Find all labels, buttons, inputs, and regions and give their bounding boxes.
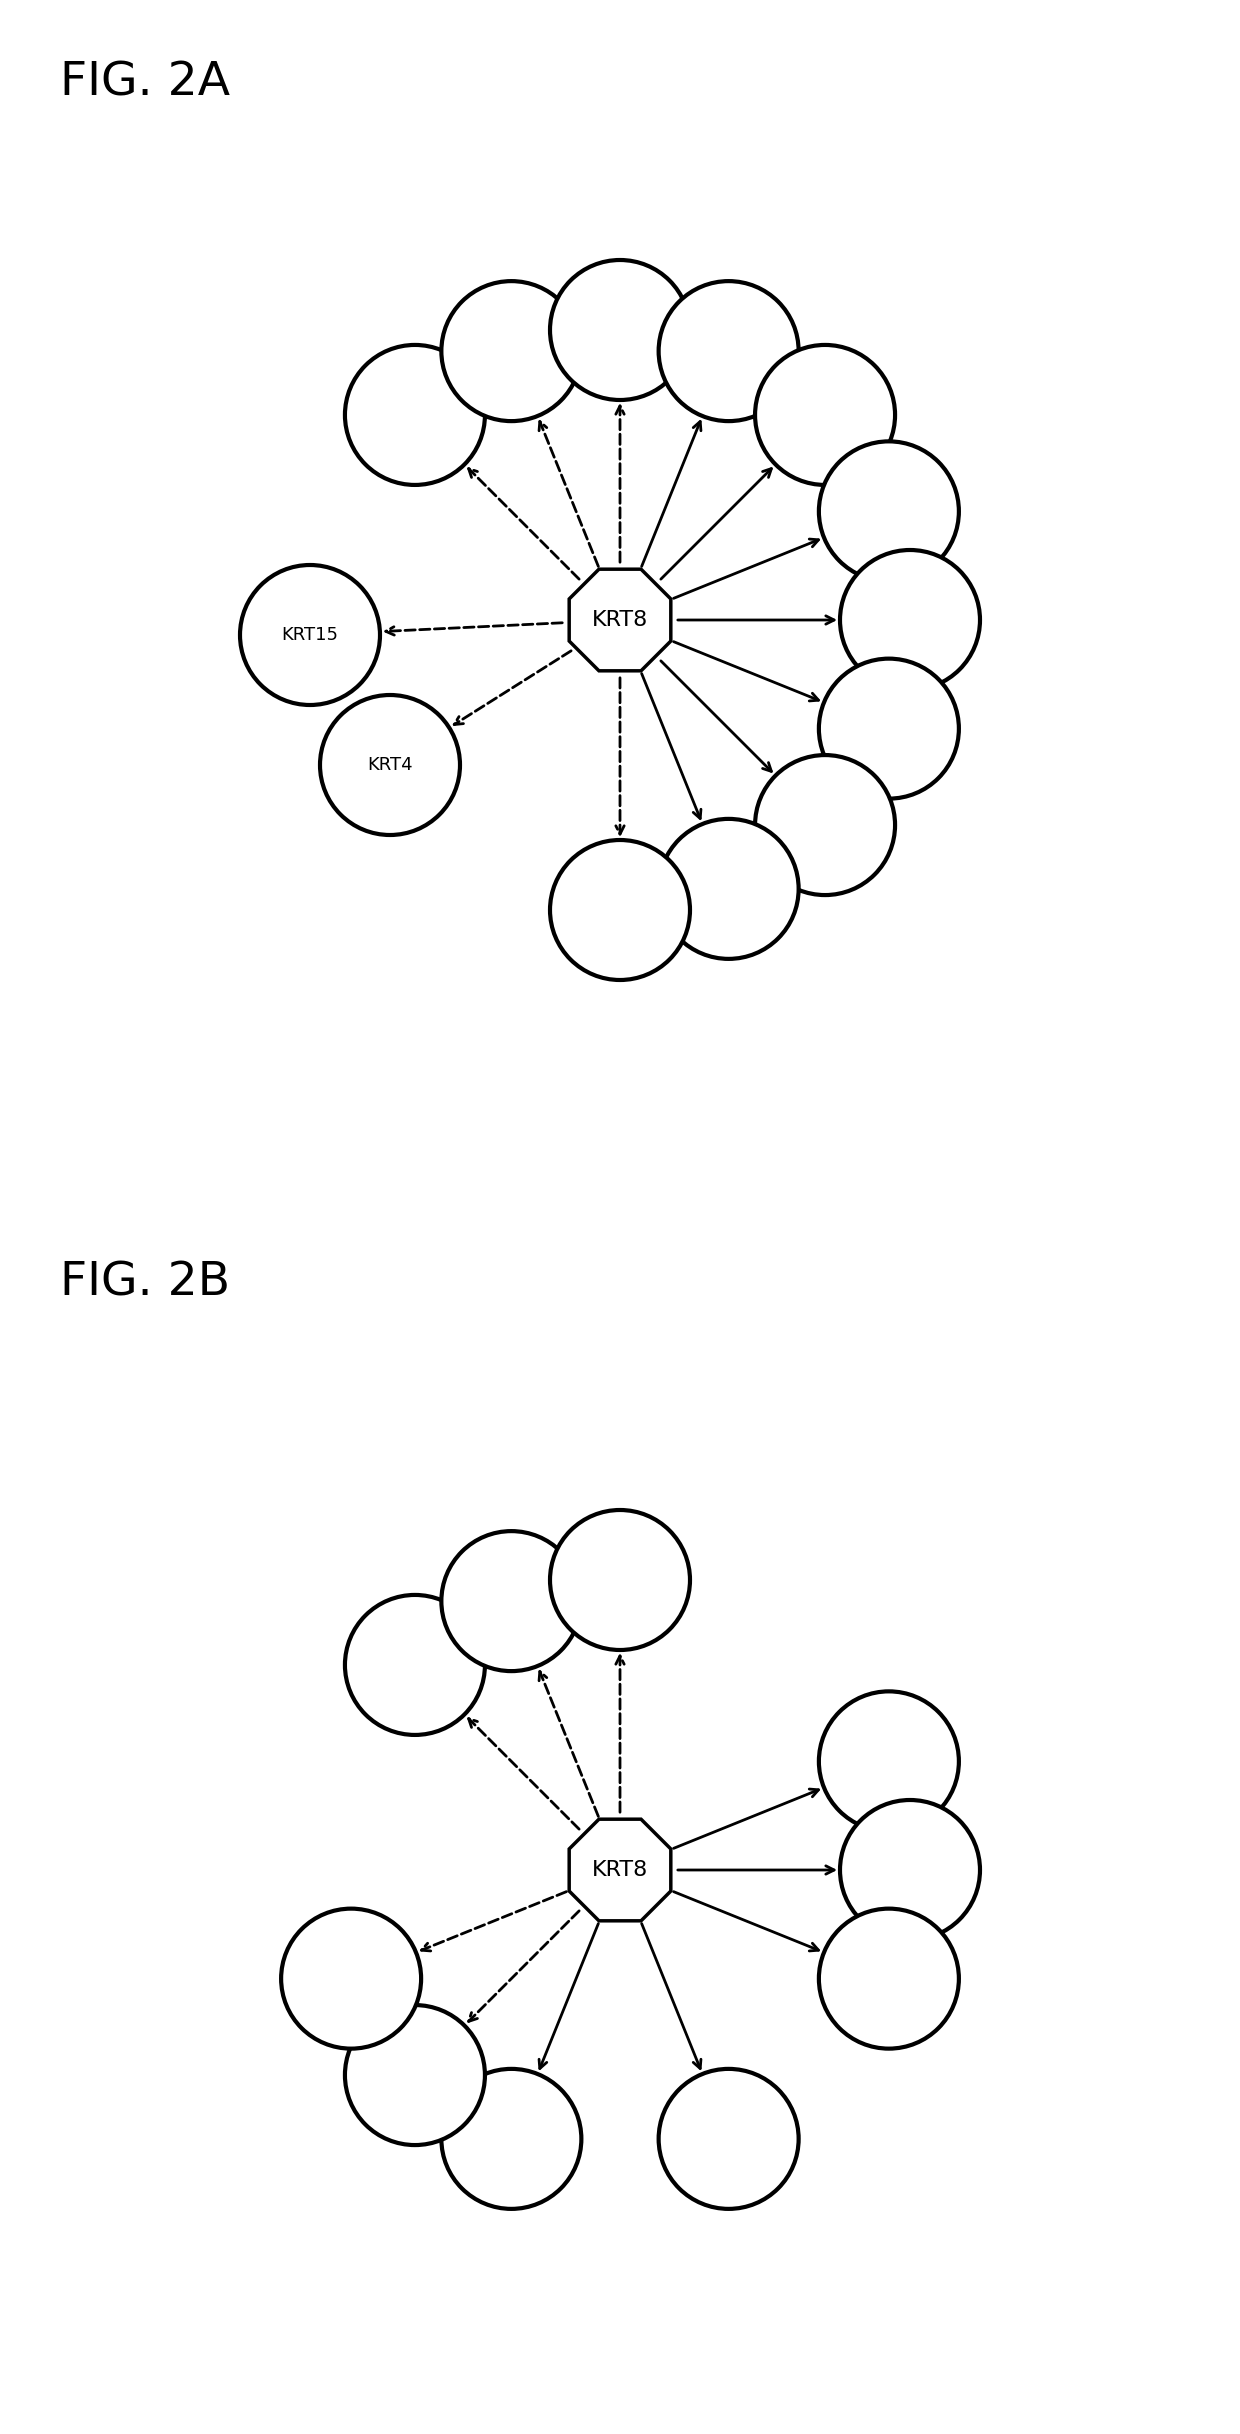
Circle shape	[818, 1908, 959, 2049]
Circle shape	[551, 840, 689, 981]
Polygon shape	[569, 1818, 671, 1920]
Circle shape	[839, 1801, 980, 1940]
Circle shape	[818, 441, 959, 582]
Circle shape	[441, 1531, 582, 1672]
Circle shape	[345, 2006, 485, 2144]
Text: FIG. 2A: FIG. 2A	[60, 61, 231, 105]
Circle shape	[345, 346, 485, 484]
Text: KRT15: KRT15	[281, 626, 339, 645]
Text: KRT4: KRT4	[367, 757, 413, 774]
Circle shape	[281, 1908, 422, 2049]
Text: KRT8: KRT8	[591, 611, 649, 630]
Text: FIG. 2B: FIG. 2B	[60, 1261, 231, 1305]
Circle shape	[320, 696, 460, 835]
Text: KRT8: KRT8	[591, 1860, 649, 1879]
Circle shape	[839, 550, 980, 689]
Circle shape	[441, 2069, 582, 2210]
Circle shape	[818, 660, 959, 798]
Circle shape	[551, 1509, 689, 1650]
Circle shape	[241, 565, 379, 706]
Circle shape	[755, 755, 895, 896]
Circle shape	[441, 280, 582, 421]
Circle shape	[658, 2069, 799, 2210]
Circle shape	[818, 1692, 959, 1830]
Polygon shape	[569, 570, 671, 672]
Circle shape	[658, 818, 799, 959]
Circle shape	[658, 280, 799, 421]
Circle shape	[755, 346, 895, 484]
Circle shape	[551, 260, 689, 399]
Circle shape	[345, 1594, 485, 1735]
